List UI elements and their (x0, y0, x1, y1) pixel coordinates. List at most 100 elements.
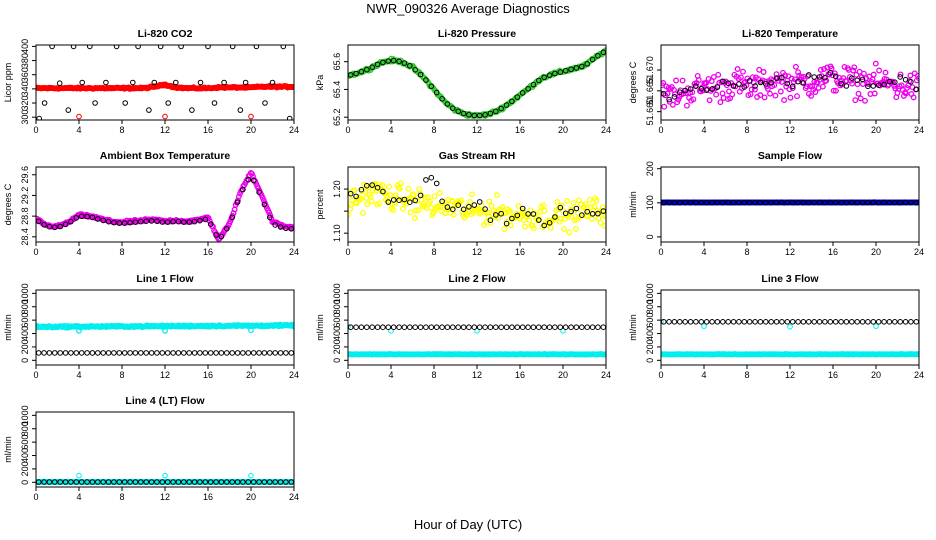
data-point (913, 319, 919, 325)
data-point (267, 479, 273, 485)
data-point (486, 198, 493, 205)
data-point (916, 351, 919, 357)
y-tick-label: 800 (20, 299, 30, 314)
series-1 (661, 199, 919, 206)
data-point (789, 85, 796, 92)
data-point (849, 199, 855, 206)
data-point (809, 83, 816, 90)
data-point (666, 319, 672, 325)
data-point (666, 98, 673, 105)
data-point (916, 75, 919, 82)
data-point (267, 214, 273, 221)
y-tick-label: 29.2 (20, 187, 30, 205)
data-point (870, 199, 877, 206)
data-point (428, 324, 435, 331)
x-tick-label: 0 (345, 247, 350, 257)
panel-title: Li-820 Pressure (438, 28, 516, 40)
x-tick-label: 12 (160, 492, 170, 502)
data-point (165, 100, 171, 106)
plot-area (36, 45, 294, 120)
data-point (560, 225, 567, 232)
data-point (908, 199, 914, 206)
y-tick-label: 800 (332, 299, 342, 314)
series-1 (36, 350, 294, 356)
data-point (207, 221, 214, 227)
data-point (181, 219, 187, 225)
data-point (68, 350, 74, 356)
data-point (52, 350, 58, 356)
x-tick-label: 4 (76, 125, 81, 135)
data-point (450, 105, 456, 111)
data-point (385, 199, 392, 205)
data-point (870, 71, 877, 78)
data-point (229, 45, 236, 50)
data-point (803, 83, 810, 90)
data-point (708, 78, 715, 85)
data-point (892, 85, 899, 92)
data-point (787, 324, 793, 330)
x-tick-label: 8 (119, 492, 124, 502)
y-tick-label: 300 (20, 110, 30, 125)
y-tick-label: 400 (20, 39, 30, 54)
data-point (250, 479, 257, 485)
x-tick-label: 12 (160, 370, 170, 380)
x-tick-label: 24 (914, 125, 924, 135)
panel-title: Gas Stream RH (439, 150, 515, 162)
data-point (369, 187, 376, 194)
data-point (493, 108, 499, 115)
data-point (907, 72, 914, 79)
x-tick-label: 24 (914, 247, 924, 257)
data-point (703, 87, 710, 93)
data-point (358, 195, 364, 202)
data-point (471, 202, 478, 208)
data-point (56, 80, 63, 86)
data-point (872, 60, 879, 67)
y-tick-label: 600 (20, 313, 30, 328)
data-point (719, 90, 726, 97)
data-point (875, 199, 882, 206)
data-point (514, 212, 521, 219)
y-tick-label: 1000 (20, 405, 30, 425)
panel-title: Li-820 CO2 (138, 28, 193, 40)
panel-title: Line 3 Flow (761, 273, 819, 285)
data-point (186, 219, 192, 225)
data-point (671, 319, 678, 325)
data-point (811, 319, 818, 325)
data-point (175, 479, 182, 485)
y-tick-label: 28.8 (20, 207, 30, 225)
data-point (89, 479, 96, 485)
x-tick-label: 8 (431, 125, 436, 135)
data-point (509, 324, 515, 331)
data-point (248, 327, 254, 334)
data-point (591, 203, 598, 210)
chart-panel-line3: Line 3 Flow ml/min 0 4 8 12 16 20 24 0 20040060080… (628, 273, 924, 380)
series-0 (661, 60, 919, 110)
x-tick-label: 12 (160, 125, 170, 135)
x-tick-label: 4 (701, 370, 706, 380)
data-point (259, 194, 266, 201)
data-point (380, 324, 386, 331)
data-point (396, 58, 402, 65)
data-point (353, 193, 359, 200)
x-tick-label: 24 (601, 125, 611, 135)
data-point (471, 324, 478, 331)
data-point (832, 87, 839, 94)
data-point (191, 350, 198, 356)
chart-panel-line4: Line 4 (LT) Flow ml/min 0 4 8 12 16 20 24 0 200400… (3, 395, 299, 502)
data-point (729, 91, 736, 98)
data-point (827, 199, 834, 206)
data-point (493, 212, 499, 218)
data-point (364, 66, 370, 73)
data-point (76, 113, 82, 120)
data-point (291, 84, 294, 91)
chart-panel-rh: Gas Stream RH percent 0 4 8 12 16 20 24 1.10 1.20 (315, 150, 611, 257)
panel-title: Ambient Box Temperature (100, 150, 231, 162)
data-point (148, 350, 155, 356)
data-point (784, 199, 791, 206)
data-point (364, 201, 371, 208)
data-point (897, 199, 904, 206)
data-point (428, 174, 435, 181)
data-point (897, 319, 904, 325)
data-point (752, 83, 758, 89)
data-point (439, 198, 445, 205)
